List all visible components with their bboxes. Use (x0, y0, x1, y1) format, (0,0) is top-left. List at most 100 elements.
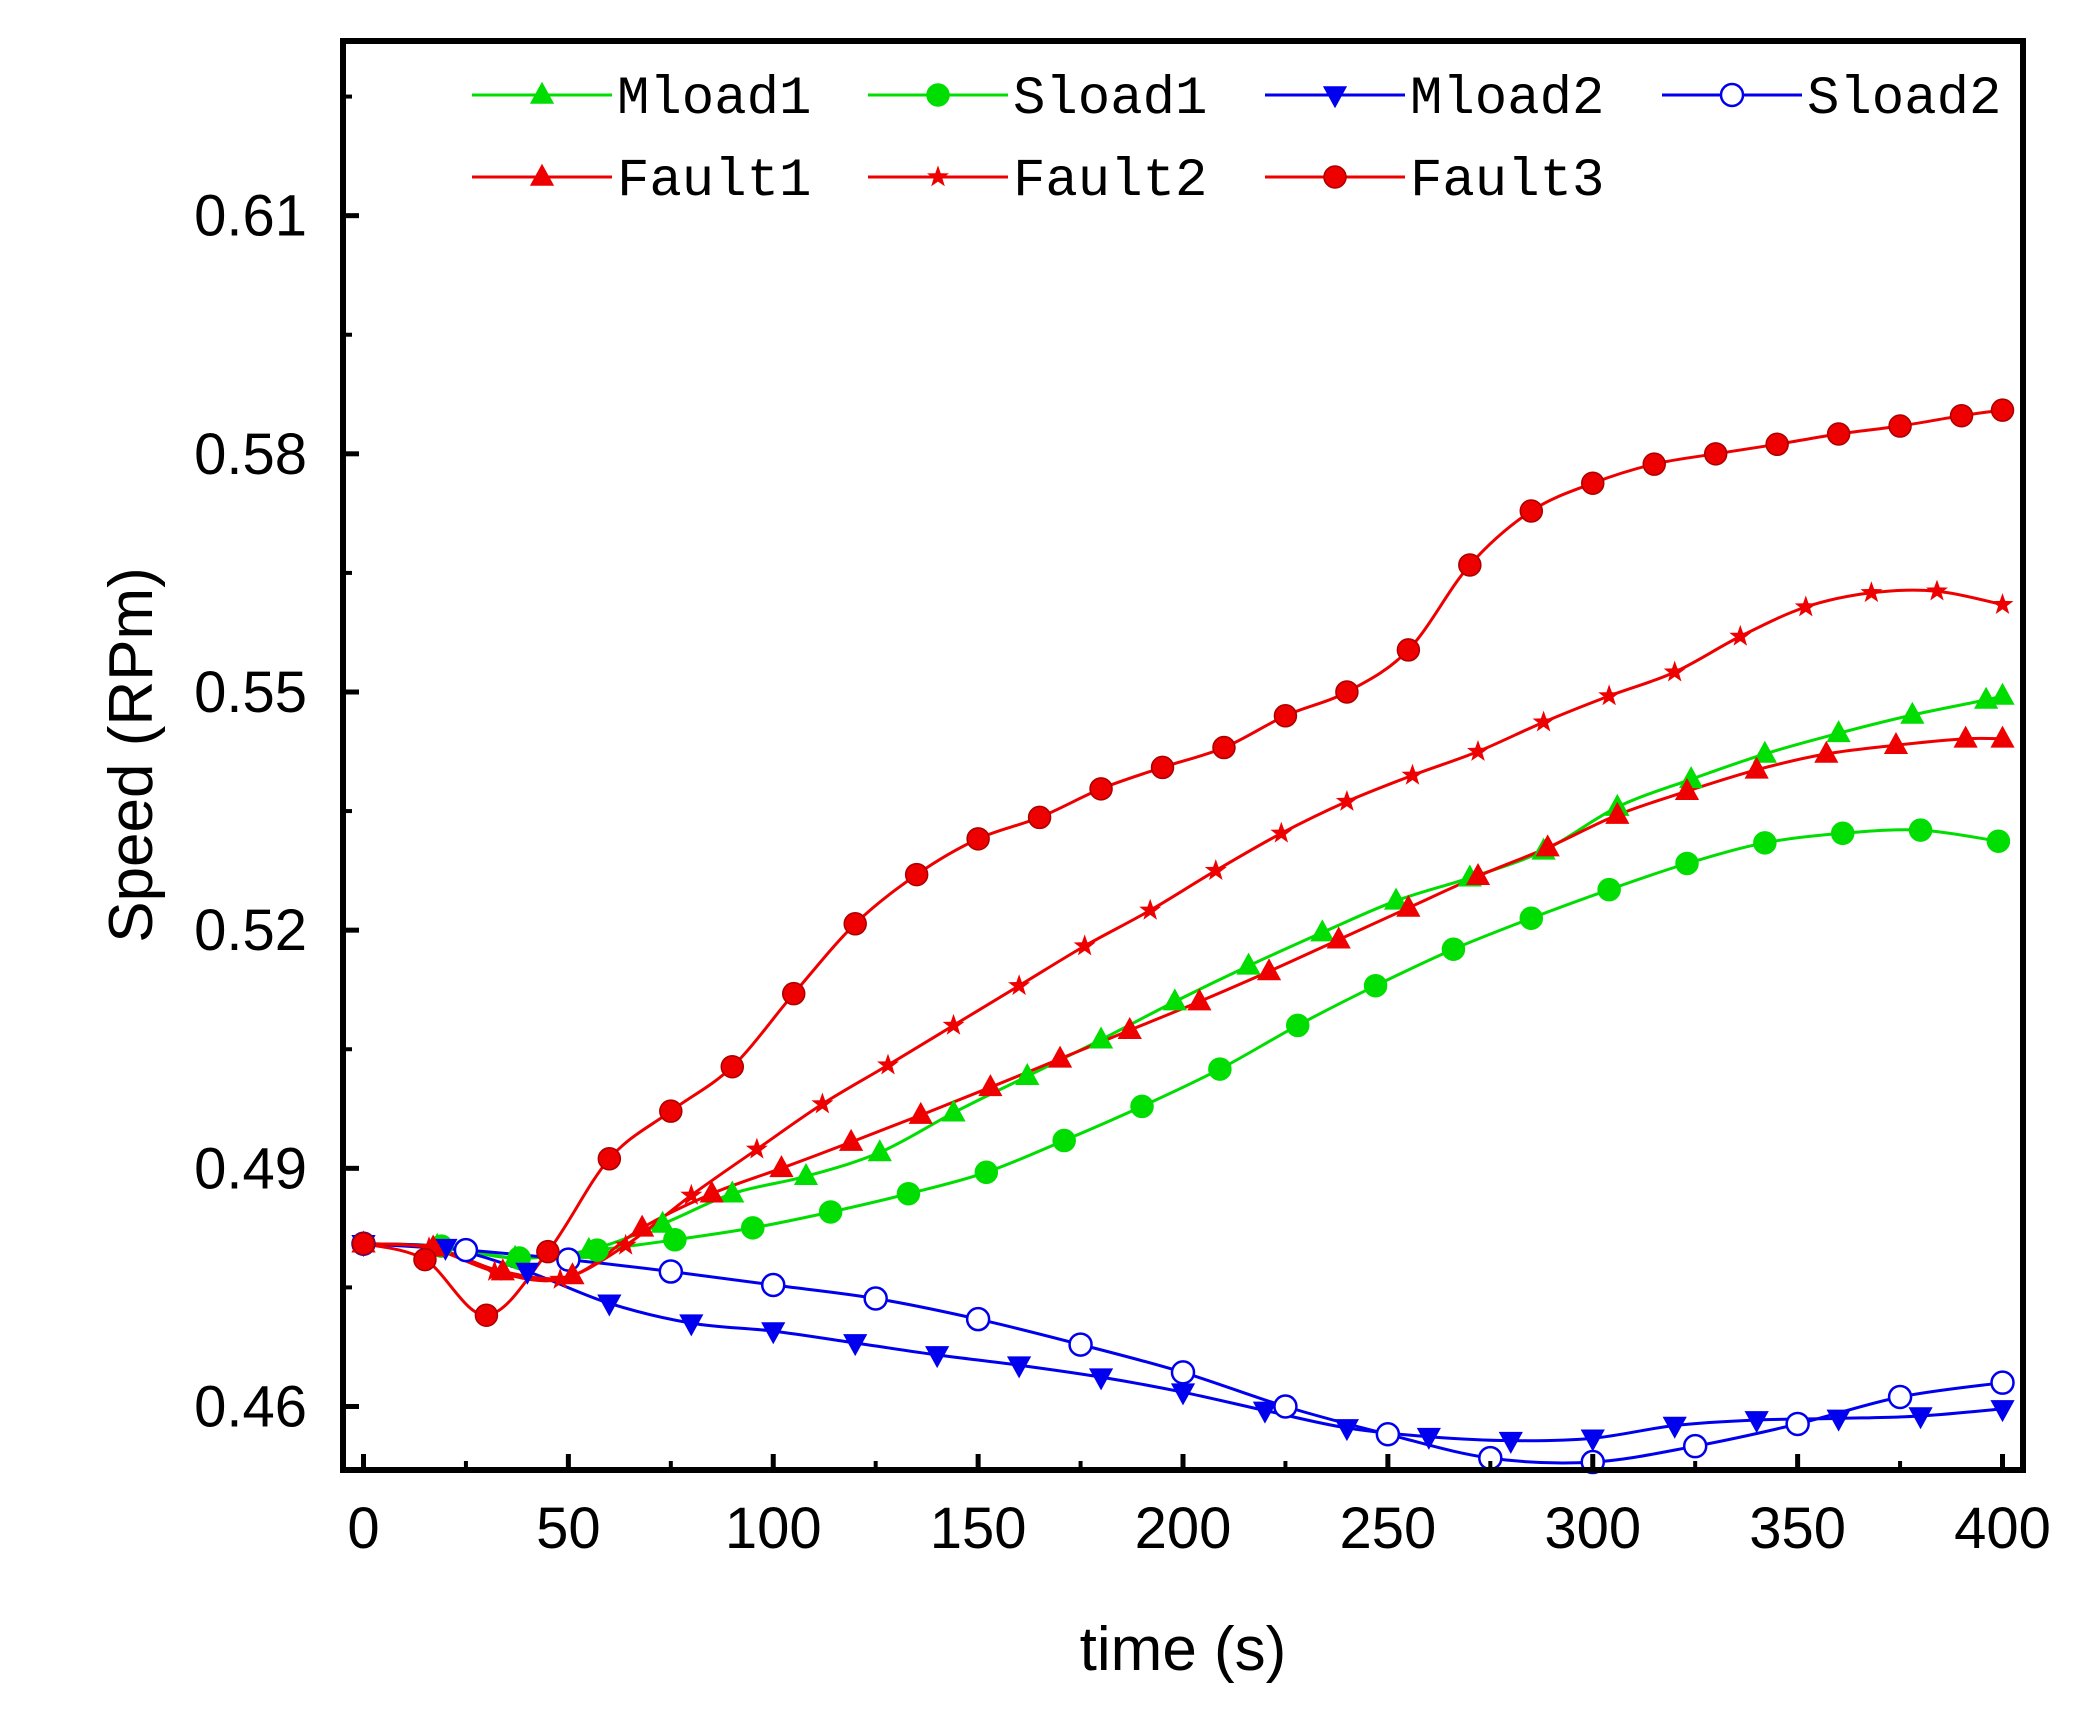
data-point-mload1 (1162, 988, 1187, 1011)
data-point-fault2 (1598, 684, 1621, 706)
data-point-fault1 (838, 1128, 864, 1151)
data-point-fault2 (1794, 595, 1817, 617)
data-point-sload2 (965, 1306, 991, 1332)
data-point-fault3 (1703, 442, 1728, 466)
legend-item-sload2: Sload2 (1662, 69, 2001, 130)
data-point-fault2 (1073, 934, 1096, 956)
data-point-sload1 (1363, 973, 1388, 998)
legend-label: Sload1 (1013, 69, 1207, 130)
data-point-mload2 (1744, 1411, 1769, 1434)
legend-marker-fault3 (1323, 165, 1347, 189)
data-point-sload1 (741, 1216, 765, 1240)
data-point-fault3 (536, 1239, 560, 1264)
legend-marker-mload1 (529, 81, 555, 104)
legend-label: Sload2 (1807, 69, 2001, 130)
data-point-fault1 (1396, 894, 1421, 917)
data-point-mload1 (867, 1139, 892, 1162)
data-point-mload2 (1662, 1416, 1687, 1439)
data-point-mload2 (1006, 1356, 1032, 1379)
data-point-mload1 (650, 1210, 675, 1233)
data-point-mload2 (1252, 1401, 1278, 1424)
data-point-mload1 (1310, 919, 1335, 942)
data-point-fault2 (1139, 898, 1162, 920)
data-point-mload1 (1752, 740, 1777, 763)
data-point-sload1 (1519, 906, 1544, 930)
data-point-mload2 (1088, 1368, 1114, 1391)
legend: Mload1 Sload1 Mload2 Sload2 Fault1 Fault2 Faul… (472, 69, 2001, 212)
data-point-fault3 (1212, 735, 1236, 760)
data-point-mload2 (679, 1314, 704, 1337)
data-point-fault3 (1949, 403, 1974, 428)
data-point-fault3 (1150, 755, 1175, 780)
data-point-fault1 (1117, 1016, 1142, 1039)
data-point-sload1 (1830, 821, 1855, 846)
legend-label: Fault1 (617, 151, 811, 212)
data-point-fault1 (769, 1155, 794, 1178)
data-point-mload1 (720, 1180, 745, 1203)
data-point-mload2 (1580, 1429, 1605, 1452)
legend-item-fault2: Fault2 (868, 151, 1207, 212)
data-point-fault1 (1883, 731, 1909, 754)
legend-item-fault1: Fault1 (472, 151, 811, 212)
data-point-mload1 (1900, 701, 1925, 724)
data-point-mload2 (597, 1294, 622, 1317)
data-point-mload1 (1990, 682, 2015, 705)
data-point-fault1 (1674, 778, 1700, 801)
legend-label: Fault3 (1410, 151, 1604, 212)
data-point-sload1 (896, 1181, 921, 1206)
legend-marker-sload2 (1719, 82, 1745, 108)
legend-label: Mload1 (617, 69, 811, 130)
series-line-mload2 (363, 1242, 2003, 1443)
data-point-mload1 (1383, 887, 1409, 910)
data-point-fault2 (680, 1183, 703, 1205)
data-point-sload1 (1597, 877, 1621, 902)
data-point-mload1 (1826, 720, 1851, 743)
data-point-fault2 (1008, 974, 1031, 996)
data-point-fault3 (1396, 638, 1421, 662)
data-point-sload1 (1675, 851, 1699, 876)
data-point-fault2 (549, 1267, 572, 1289)
plot-markers (351, 398, 2015, 1475)
x-tick-label: 350 (1749, 1496, 1846, 1561)
data-point-fault3 (597, 1147, 622, 1171)
data-point-mload2 (1498, 1431, 1523, 1454)
data-point-fault2 (1401, 763, 1424, 785)
data-point-fault3 (1335, 680, 1359, 704)
data-point-mload1 (1236, 952, 1261, 975)
data-point-fault3 (1990, 398, 2015, 422)
data-point-sload2 (863, 1286, 888, 1311)
x-axis-title: time (s) (1080, 1615, 1287, 1684)
y-tick-label: 0.58 (194, 422, 307, 487)
data-point-sload1 (1208, 1057, 1232, 1081)
series-line-fault2 (363, 588, 2003, 1283)
data-point-sload2 (1887, 1384, 1913, 1410)
data-point-fault1 (1605, 801, 1630, 824)
data-point-mload1 (941, 1099, 966, 1122)
data-point-sload1 (818, 1200, 843, 1224)
y-tick-label: 0.55 (194, 660, 307, 725)
legend-item-sload1: Sload1 (868, 69, 1207, 130)
legend-marker-mload2 (1322, 86, 1348, 109)
legend-marker-fault2 (927, 165, 949, 187)
data-point-fault3 (413, 1247, 437, 1272)
data-point-fault2 (1663, 660, 1686, 682)
data-point-sload2 (1785, 1411, 1810, 1437)
x-axis: 0 50 100 150 200 250 300 350 400 (347, 1454, 2051, 1561)
data-point-sload2 (556, 1247, 581, 1272)
data-point-fault1 (1326, 926, 1351, 949)
data-point-fault3 (1826, 422, 1851, 446)
data-point-fault3 (1519, 499, 1544, 523)
series-line-fault3 (363, 408, 2003, 1317)
legend-item-mload2: Mload2 (1265, 69, 1604, 130)
data-point-sload2 (1682, 1433, 1708, 1459)
series-line-mload1 (363, 694, 2003, 1260)
data-point-fault2 (745, 1137, 768, 1159)
data-point-fault2 (1729, 624, 1752, 646)
data-point-fault3 (1027, 805, 1052, 830)
data-point-fault3 (843, 912, 867, 936)
data-point-fault3 (720, 1054, 745, 1079)
x-tick-label: 400 (1954, 1496, 2051, 1561)
data-point-fault1 (1814, 740, 1839, 763)
data-point-mload2 (515, 1262, 540, 1285)
